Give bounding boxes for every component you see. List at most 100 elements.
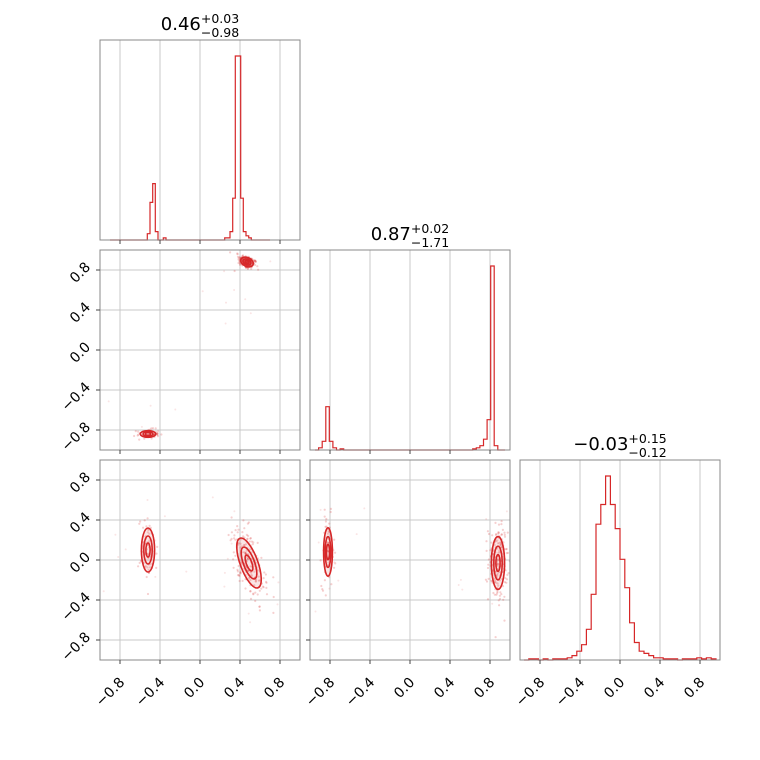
sample-point bbox=[155, 552, 158, 555]
sample-point bbox=[142, 526, 145, 529]
y-tick-label: 0.4 bbox=[67, 509, 94, 536]
sample-point bbox=[246, 557, 250, 561]
sample-point bbox=[496, 539, 499, 542]
sample-point bbox=[241, 551, 244, 554]
sample-point bbox=[249, 537, 252, 540]
sample-point-outlier bbox=[223, 571, 226, 574]
sample-point bbox=[137, 565, 140, 568]
sample-point bbox=[506, 531, 509, 534]
sample-point bbox=[236, 574, 240, 577]
sample-point bbox=[234, 529, 237, 532]
sample-point bbox=[253, 259, 256, 262]
sample-point-outlier bbox=[459, 578, 462, 581]
sample-point bbox=[498, 549, 501, 552]
sample-point bbox=[506, 551, 510, 555]
sample-point bbox=[234, 554, 237, 557]
sample-point bbox=[494, 521, 497, 525]
sample-point bbox=[505, 581, 508, 584]
sample-point bbox=[325, 517, 328, 521]
sample-point bbox=[249, 590, 252, 593]
sample-point bbox=[250, 574, 254, 577]
sample-point bbox=[137, 430, 140, 433]
sample-point-outlier bbox=[249, 621, 252, 624]
x-tick-label: −0.8 bbox=[513, 675, 548, 710]
sample-point-outlier bbox=[107, 400, 110, 403]
sample-point bbox=[272, 595, 275, 599]
sample-point bbox=[249, 537, 252, 540]
contour-level-2 bbox=[244, 259, 250, 265]
sample-point bbox=[137, 433, 140, 436]
sample-point bbox=[498, 542, 501, 545]
sample-point bbox=[148, 532, 151, 535]
sample-point bbox=[501, 528, 504, 532]
sample-point bbox=[319, 559, 322, 562]
sample-point-outlier bbox=[174, 408, 177, 411]
sample-point bbox=[238, 573, 241, 577]
sample-point bbox=[254, 580, 257, 583]
sample-point bbox=[498, 594, 501, 597]
sample-point bbox=[150, 437, 153, 440]
sample-point bbox=[505, 547, 508, 551]
sample-point-outlier bbox=[212, 229, 214, 231]
sample-point bbox=[511, 566, 513, 568]
contour-level-1 bbox=[242, 258, 252, 266]
sample-point bbox=[258, 589, 261, 592]
sample-point bbox=[249, 590, 252, 593]
title-median: −0.03 bbox=[573, 434, 628, 455]
sample-point-outlier bbox=[276, 603, 279, 606]
sample-point bbox=[146, 531, 149, 534]
sample-point bbox=[238, 263, 242, 266]
sample-point bbox=[248, 548, 252, 551]
sample-point bbox=[156, 432, 159, 435]
sample-point-outlier bbox=[223, 270, 226, 273]
sample-point bbox=[484, 578, 487, 581]
x-tick-label: −0.4 bbox=[553, 675, 588, 710]
title-median: 0.87 bbox=[371, 224, 411, 245]
sample-point-outlier bbox=[124, 548, 127, 551]
sample-point bbox=[257, 268, 260, 271]
sample-point bbox=[246, 557, 249, 560]
sample-point-outlier bbox=[211, 496, 214, 499]
sample-point-outlier bbox=[505, 510, 508, 513]
sample-point bbox=[227, 533, 230, 537]
sample-point bbox=[244, 587, 247, 590]
histogram-step-line bbox=[110, 55, 270, 241]
sample-point bbox=[496, 559, 499, 562]
sample-point-outlier bbox=[185, 570, 188, 573]
x-tick-label: 0.8 bbox=[471, 675, 498, 702]
sample-point bbox=[498, 551, 501, 554]
sample-point bbox=[248, 540, 251, 543]
x-tick-label: −0.4 bbox=[133, 675, 168, 710]
sample-point bbox=[242, 535, 245, 538]
sample-point bbox=[494, 636, 497, 639]
sample-point bbox=[326, 532, 329, 535]
sample-point bbox=[496, 542, 500, 545]
sample-point bbox=[327, 530, 330, 533]
sample-point bbox=[503, 595, 506, 598]
sample-point bbox=[330, 583, 333, 586]
sample-point bbox=[145, 575, 148, 579]
sample-point-outlier bbox=[172, 494, 174, 496]
sample-point bbox=[264, 573, 267, 576]
sample-point bbox=[492, 591, 495, 595]
histogram-step-line bbox=[524, 475, 717, 661]
sample-point-outlier bbox=[163, 515, 166, 518]
sample-point-outlier bbox=[515, 624, 517, 626]
contour-level-1 bbox=[324, 535, 332, 569]
sample-point bbox=[138, 522, 141, 525]
sample-point bbox=[146, 592, 150, 596]
sample-point-outlier bbox=[295, 513, 297, 515]
sample-point bbox=[506, 573, 509, 577]
sample-point-outlier bbox=[277, 581, 280, 584]
contour-level-2 bbox=[495, 553, 501, 573]
sample-point bbox=[237, 528, 240, 531]
sample-point bbox=[246, 267, 249, 270]
sample-point bbox=[324, 525, 327, 528]
sample-point bbox=[487, 532, 491, 536]
sample-point bbox=[139, 520, 142, 523]
sample-point bbox=[491, 534, 494, 537]
panel-0-0: 0.46+0.03 −0.98 bbox=[99, 11, 301, 244]
title-minus-error: −1.71 bbox=[411, 235, 449, 250]
sample-point-outlier bbox=[102, 590, 105, 593]
